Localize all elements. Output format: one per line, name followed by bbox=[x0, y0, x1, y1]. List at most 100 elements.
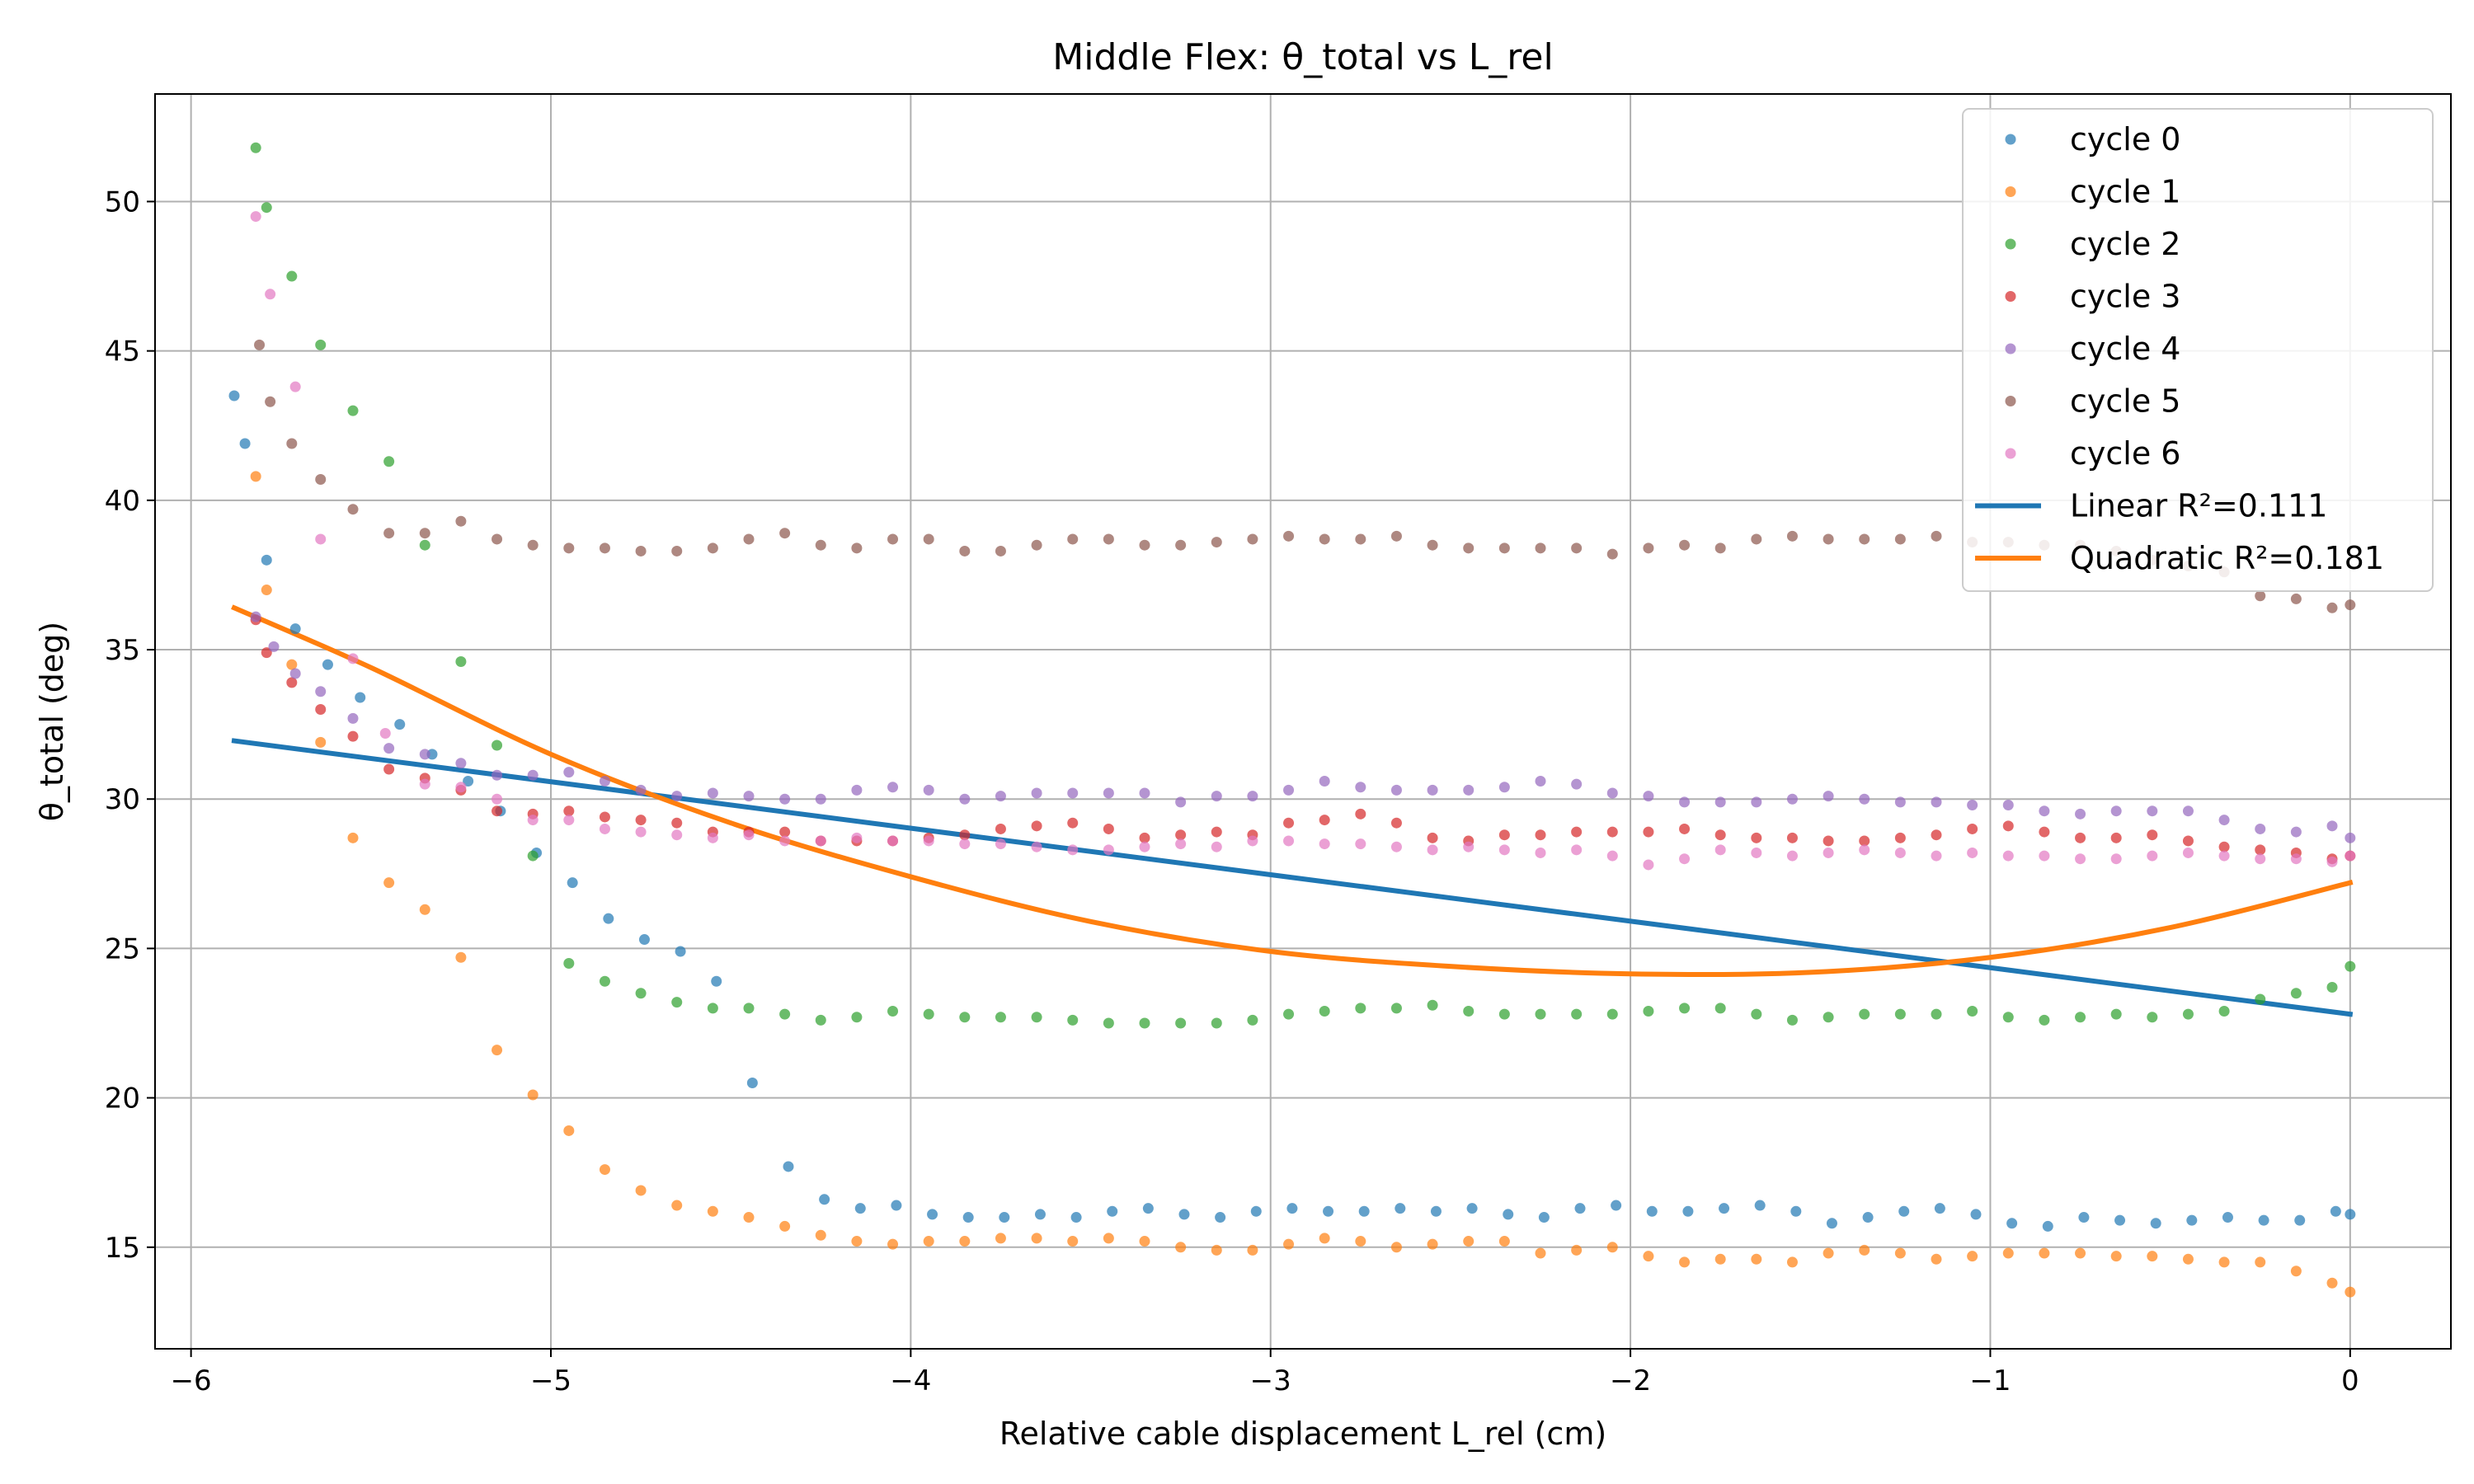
series-line-7 bbox=[231, 738, 2354, 1017]
data-point-cycle-1 bbox=[1679, 1256, 1691, 1268]
data-point-cycle-5 bbox=[1355, 533, 1366, 545]
series-line-8 bbox=[231, 604, 2354, 978]
data-point-cycle-6 bbox=[599, 823, 610, 834]
data-point-cycle-0 bbox=[1034, 1209, 1046, 1220]
data-point-cycle-2 bbox=[851, 1012, 863, 1023]
data-point-cycle-4 bbox=[268, 641, 280, 652]
y-tick-label: 20 bbox=[105, 1082, 140, 1115]
data-point-cycle-0 bbox=[891, 1200, 902, 1211]
data-point-cycle-3 bbox=[1211, 826, 1222, 838]
data-point-cycle-4 bbox=[1283, 784, 1295, 796]
data-point-cycle-0 bbox=[1107, 1205, 1118, 1217]
data-point-cycle-5 bbox=[779, 528, 791, 539]
data-point-cycle-0 bbox=[1466, 1203, 1478, 1214]
data-point-cycle-5 bbox=[1067, 533, 1079, 545]
data-point-cycle-5 bbox=[1031, 539, 1042, 551]
data-point-cycle-4 bbox=[1714, 796, 1726, 808]
data-point-cycle-5 bbox=[959, 545, 971, 556]
data-point-cycle-4 bbox=[1751, 796, 1762, 808]
data-point-cycle-2 bbox=[1931, 1008, 1942, 1020]
data-point-cycle-2 bbox=[815, 1014, 826, 1026]
data-point-cycle-4 bbox=[2255, 823, 2266, 834]
data-point-cycle-5 bbox=[2290, 593, 2302, 604]
data-point-cycle-0 bbox=[1754, 1200, 1766, 1211]
data-point-cycle-2 bbox=[1390, 1003, 1402, 1014]
data-point-cycle-1 bbox=[563, 1125, 575, 1136]
data-point-cycle-2 bbox=[2345, 960, 2356, 972]
data-point-cycle-6 bbox=[743, 829, 755, 841]
data-point-cycle-4 bbox=[419, 749, 430, 760]
data-point-cycle-0 bbox=[675, 946, 686, 957]
data-point-cycle-2 bbox=[563, 958, 575, 970]
data-point-cycle-0 bbox=[322, 659, 333, 670]
data-point-cycle-6 bbox=[492, 793, 503, 805]
data-point-cycle-2 bbox=[1031, 1012, 1042, 1023]
data-point-cycle-0 bbox=[2345, 1209, 2356, 1220]
data-point-cycle-4 bbox=[2345, 832, 2356, 843]
data-point-cycle-0 bbox=[2150, 1218, 2161, 1229]
data-point-cycle-0 bbox=[1538, 1212, 1550, 1223]
data-point-cycle-0 bbox=[1646, 1205, 1658, 1217]
data-point-cycle-5 bbox=[1211, 537, 1222, 548]
data-point-cycle-2 bbox=[455, 656, 467, 668]
data-point-cycle-1 bbox=[492, 1045, 503, 1056]
data-point-cycle-6 bbox=[707, 832, 718, 843]
data-point-cycle-3 bbox=[1643, 826, 1654, 838]
data-point-cycle-2 bbox=[492, 740, 503, 751]
data-point-cycle-6 bbox=[1823, 847, 1834, 858]
data-point-cycle-1 bbox=[1139, 1236, 1150, 1247]
data-point-cycle-0 bbox=[567, 877, 578, 889]
data-point-cycle-4 bbox=[1931, 796, 1942, 808]
data-point-cycle-6 bbox=[347, 653, 359, 665]
data-point-cycle-2 bbox=[2110, 1008, 2122, 1020]
legend-point-marker bbox=[2005, 134, 2016, 145]
data-point-cycle-0 bbox=[603, 913, 614, 924]
data-point-cycle-4 bbox=[1967, 799, 1978, 810]
data-point-cycle-3 bbox=[261, 647, 272, 659]
data-point-cycle-1 bbox=[1786, 1256, 1798, 1268]
data-point-cycle-6 bbox=[1786, 850, 1798, 862]
data-point-cycle-0 bbox=[239, 438, 251, 449]
data-point-cycle-0 bbox=[638, 934, 650, 946]
data-point-cycle-1 bbox=[1931, 1253, 1942, 1265]
data-point-cycle-2 bbox=[2182, 1008, 2194, 1020]
data-point-cycle-2 bbox=[2147, 1012, 2158, 1023]
data-point-cycle-1 bbox=[959, 1236, 971, 1247]
data-point-cycle-1 bbox=[599, 1164, 610, 1176]
data-point-cycle-2 bbox=[635, 988, 647, 999]
data-point-cycle-4 bbox=[2326, 820, 2338, 832]
data-point-cycle-2 bbox=[923, 1008, 934, 1020]
data-point-cycle-4 bbox=[1319, 775, 1330, 787]
data-point-cycle-1 bbox=[1031, 1233, 1042, 1244]
data-point-cycle-0 bbox=[1970, 1209, 1982, 1220]
data-point-cycle-0 bbox=[1142, 1203, 1154, 1214]
data-point-cycle-6 bbox=[379, 727, 391, 739]
data-point-cycle-2 bbox=[2039, 1014, 2050, 1026]
data-point-cycle-6 bbox=[1031, 841, 1042, 852]
data-point-cycle-5 bbox=[1498, 542, 1510, 554]
legend-point-marker bbox=[2005, 238, 2016, 250]
data-point-cycle-3 bbox=[563, 805, 575, 817]
data-point-cycle-1 bbox=[2110, 1251, 2122, 1262]
data-point-cycle-1 bbox=[2039, 1247, 2050, 1259]
data-point-cycle-1 bbox=[2345, 1286, 2356, 1298]
data-point-cycle-5 bbox=[315, 473, 327, 485]
data-point-cycle-6 bbox=[1390, 841, 1402, 852]
data-point-cycle-1 bbox=[1103, 1233, 1114, 1244]
data-point-cycle-4 bbox=[527, 769, 539, 781]
data-point-cycle-3 bbox=[1679, 823, 1691, 834]
data-point-cycle-6 bbox=[1498, 844, 1510, 856]
data-point-cycle-0 bbox=[1215, 1212, 1226, 1223]
data-point-cycle-2 bbox=[2002, 1012, 2014, 1023]
data-point-cycle-6 bbox=[527, 815, 539, 826]
data-point-cycle-2 bbox=[599, 975, 610, 987]
data-point-cycle-6 bbox=[671, 829, 683, 841]
data-point-cycle-3 bbox=[492, 805, 503, 817]
data-point-cycle-3 bbox=[2182, 835, 2194, 847]
legend-point-marker bbox=[2005, 343, 2016, 355]
data-point-cycle-2 bbox=[1211, 1017, 1222, 1029]
data-point-cycle-2 bbox=[383, 456, 395, 467]
scatter-points bbox=[228, 142, 2356, 1298]
data-point-cycle-5 bbox=[2255, 590, 2266, 602]
data-point-cycle-0 bbox=[355, 692, 366, 703]
